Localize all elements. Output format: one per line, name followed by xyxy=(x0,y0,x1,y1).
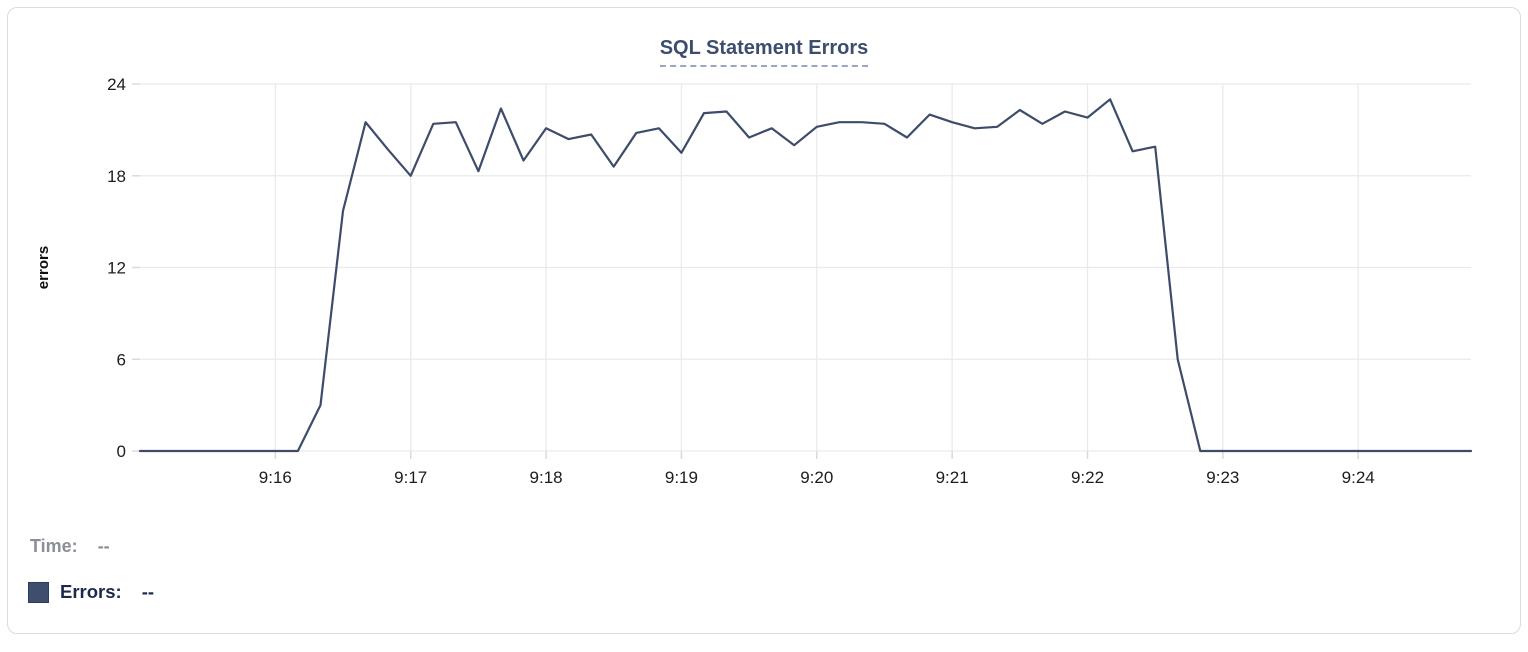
y-tick-label: 0 xyxy=(117,442,126,461)
x-tick-label: 9:18 xyxy=(530,468,563,487)
errors-series-swatch-icon xyxy=(28,581,49,603)
tooltip-time-row: Time: -- xyxy=(30,536,110,557)
x-tick-label: 9:23 xyxy=(1206,468,1239,487)
x-tick-label: 9:21 xyxy=(936,468,969,487)
chart-card: SQL Statement Errors xyxy=(7,7,1521,634)
y-tick-label: 6 xyxy=(117,350,126,369)
chart-title[interactable]: SQL Statement Errors xyxy=(659,37,869,67)
chart-title-wrap: SQL Statement Errors xyxy=(8,37,1520,67)
x-tick-label: 9:22 xyxy=(1071,468,1104,487)
tooltip-errors-label: Errors: xyxy=(60,581,122,602)
tooltip-time-label: Time: xyxy=(30,536,78,556)
x-tick-label: 9:19 xyxy=(665,468,698,487)
x-tick-label: 9:20 xyxy=(800,468,833,487)
y-tick-label: 18 xyxy=(107,167,126,186)
x-tick-label: 9:24 xyxy=(1342,468,1375,487)
y-tick-label: 12 xyxy=(107,259,126,278)
y-axis-title: errors xyxy=(35,246,52,289)
tooltip-errors-value: -- xyxy=(141,581,155,602)
x-tick-label: 9:16 xyxy=(259,468,292,487)
x-tick-label: 9:17 xyxy=(394,468,427,487)
tooltip-errors-row: Errors: -- xyxy=(28,581,154,603)
tooltip-time-value: -- xyxy=(97,536,110,556)
series-line-errors[interactable] xyxy=(138,98,1473,453)
y-tick-label: 24 xyxy=(107,75,126,94)
